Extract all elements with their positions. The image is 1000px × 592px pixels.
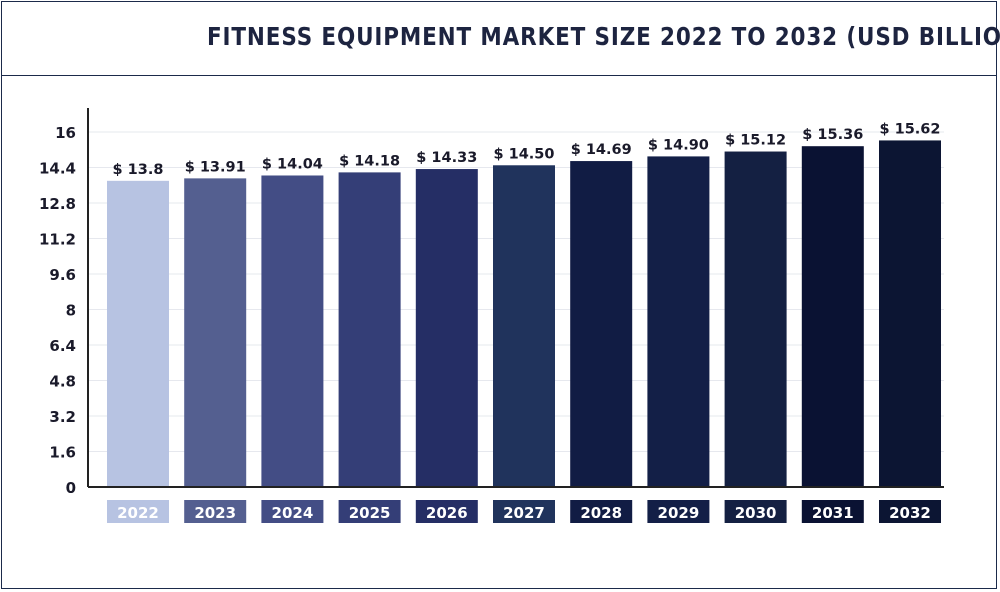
category-box-2027	[493, 500, 555, 523]
value-label-2022: $ 13.8	[113, 162, 164, 178]
y-tick-label: 1.6	[49, 444, 76, 462]
value-label-2028: $ 14.69	[571, 142, 632, 158]
bars	[107, 140, 941, 488]
value-label-2023: $ 13.91	[185, 159, 246, 175]
y-tick-label: 12.8	[39, 195, 76, 213]
value-label-2032: $ 15.62	[879, 121, 940, 137]
category-label-2032: 2032	[889, 504, 931, 522]
value-label-2031: $ 15.36	[802, 127, 863, 143]
x-axis-category-labels: 2022 2023 2024 2025 2026 2027 2028 2029 2030 2031…	[107, 500, 941, 523]
category-box-2032	[879, 500, 941, 523]
category-box-2028	[570, 500, 633, 523]
category-label-2031: 2031	[812, 504, 854, 522]
bar-2031	[801, 146, 864, 487]
chart-title: FITNESS EQUIPMENT MARKET SIZE 2022 TO 20…	[207, 22, 1000, 51]
category-label-2028: 2028	[580, 504, 622, 522]
category-label-2026: 2026	[426, 504, 468, 522]
value-label-2024: $ 14.04	[262, 156, 323, 172]
bar-2028	[570, 161, 633, 488]
value-label-2029: $ 14.90	[648, 137, 709, 153]
value-label-2030: $ 15.12	[725, 133, 786, 149]
y-tick-label: 6.4	[49, 337, 76, 355]
bar-2022	[107, 180, 169, 487]
category-label-2022: 2022	[117, 504, 159, 522]
y-tick-label: 4.8	[49, 373, 76, 391]
category-box-2025	[338, 500, 401, 523]
y-axis-tick-labels: 0 1.6 3.2 4.8 6.4 8 9.6 11.2 12.8 14.4 16	[39, 124, 76, 497]
bar-2023	[184, 178, 247, 487]
y-tick-label: 11.2	[39, 231, 76, 249]
category-label-2029: 2029	[658, 504, 700, 522]
bar-2025	[338, 172, 401, 487]
category-box-2026	[415, 500, 478, 523]
category-box-2030	[724, 500, 787, 523]
chart-header: FITNESS EQUIPMENT MARKET SIZE 2022 TO 20…	[2, 2, 1000, 76]
y-tick-label: 3.2	[49, 408, 76, 426]
y-tick-label: 9.6	[49, 266, 76, 284]
category-label-2024: 2024	[272, 504, 314, 522]
bar-2029	[647, 156, 710, 487]
y-tick-label: 14.4	[39, 160, 76, 178]
bar-2024	[261, 175, 324, 488]
value-label-2026: $ 14.33	[416, 150, 477, 166]
bar-2027	[493, 165, 555, 487]
bar-2030	[724, 151, 787, 487]
category-box-2024	[261, 500, 324, 523]
category-box-2031	[801, 500, 864, 523]
y-tick-label: 0	[66, 479, 76, 497]
y-tick-label: 16	[55, 124, 76, 142]
category-label-2027: 2027	[503, 504, 545, 522]
value-labels: $ 13.8 $ 13.91 $ 14.04 $ 14.18 $ 14.33 $ 14.5…	[113, 121, 941, 177]
value-label-2025: $ 14.18	[339, 153, 400, 169]
category-label-2023: 2023	[194, 504, 236, 522]
y-tick-label: 8	[66, 302, 76, 320]
category-label-2025: 2025	[349, 504, 391, 522]
category-box-2022	[107, 500, 169, 523]
value-label-2027: $ 14.50	[493, 146, 554, 162]
bar-2026	[415, 169, 478, 487]
category-box-2029	[647, 500, 710, 523]
category-label-2030: 2030	[735, 504, 777, 522]
category-box-2023	[184, 500, 247, 523]
bar-2032	[879, 140, 941, 487]
